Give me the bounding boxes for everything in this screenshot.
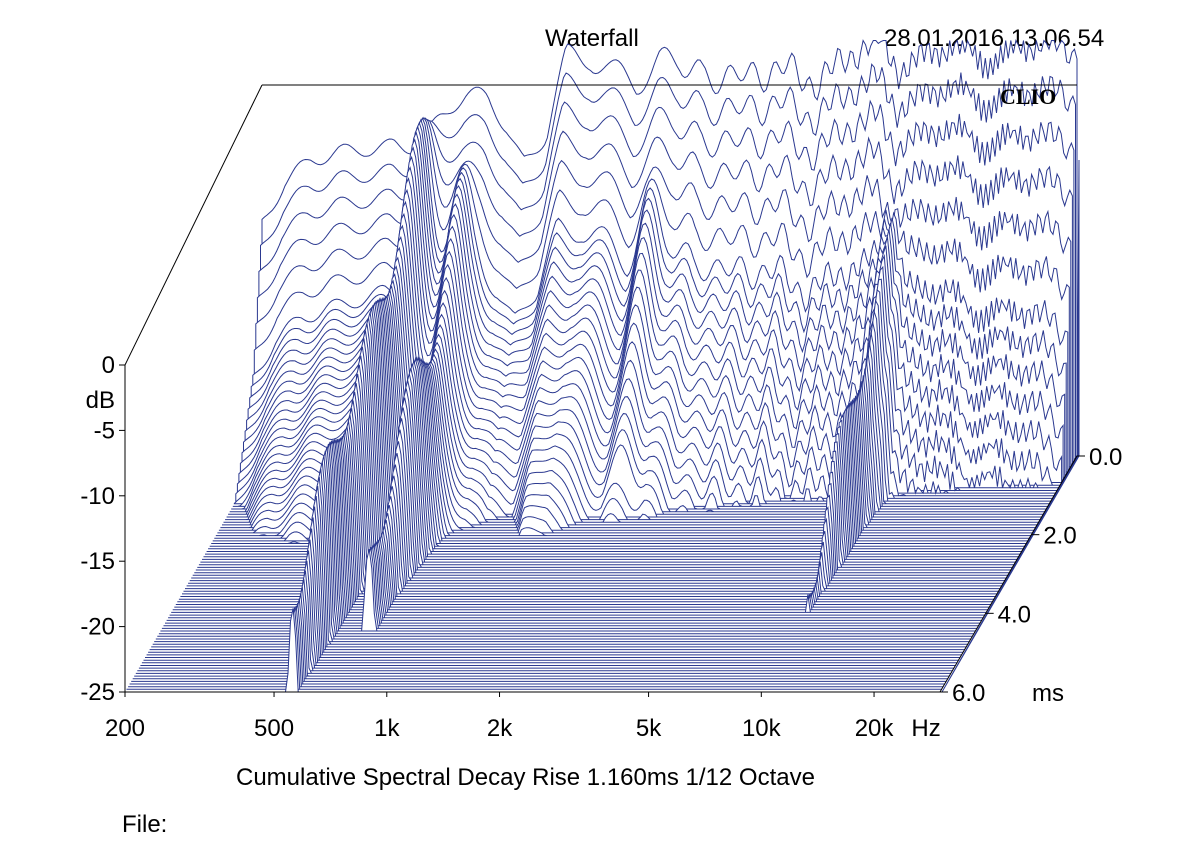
decay-slice	[131, 598, 947, 682]
decay-slice	[126, 607, 942, 690]
y-axis-label: dB	[86, 387, 115, 414]
y-tick-label: 0	[102, 352, 115, 379]
chart-title: Waterfall	[545, 25, 639, 52]
top-left-edge	[124, 84, 263, 366]
x-axis-label: Hz	[911, 715, 940, 742]
decay-slice	[140, 550, 956, 666]
z-tick-label: 4.0	[998, 601, 1031, 628]
axes	[119, 84, 1085, 697]
tick-labels: 0 -5 -10 -15 -20 -25 dB 200 500 1k 2k 5k 10k 20k Hz 0.0…	[80, 352, 1122, 742]
decay-slice	[138, 560, 954, 669]
z-tick-label: 0.0	[1089, 444, 1122, 471]
y-tick-label: -10	[80, 483, 115, 510]
x-tick-label: 20k	[855, 715, 895, 742]
x-tick-label: 5k	[636, 715, 662, 742]
x-tick-label: 10k	[742, 715, 782, 742]
decay-slice	[134, 586, 950, 677]
y-tick-label: -25	[80, 679, 115, 706]
decay-slice	[135, 579, 951, 674]
z-tick-label: 6.0	[952, 680, 985, 707]
file-label: File:	[122, 811, 168, 838]
y-tick-label: -20	[80, 614, 115, 641]
decay-slice	[129, 602, 945, 685]
decay-slices	[125, 39, 1078, 693]
decay-slice	[132, 593, 948, 680]
x-tick-label: 1k	[374, 715, 400, 742]
z-axis-label: ms	[1032, 680, 1064, 707]
depth-axis-line	[939, 455, 1078, 693]
y-tick-label: -5	[94, 417, 115, 444]
x-tick-label: 500	[254, 715, 294, 742]
z-tick-label: 2.0	[1043, 523, 1076, 550]
decay-slice	[128, 605, 944, 688]
decay-slice	[137, 570, 953, 672]
x-tick-label: 2k	[487, 715, 513, 742]
y-tick-label: -15	[80, 548, 115, 575]
clio-logo: CLIO	[1000, 84, 1056, 109]
chart-caption: Cumulative Spectral Decay Rise 1.160ms 1…	[236, 764, 815, 791]
x-tick-label: 200	[105, 715, 145, 742]
